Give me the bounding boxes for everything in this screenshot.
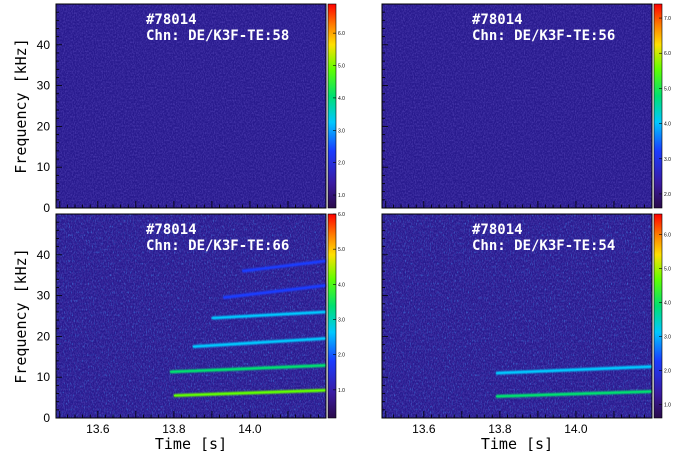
colorbar-tick-label: 6.0 [338, 212, 345, 218]
colorbar-tick-label: 3.0 [664, 334, 671, 340]
x-tick-label: 14.0 [238, 422, 262, 436]
y-axis-label: Frequency [kHz] [12, 248, 30, 383]
x-tick-label: 14.0 [564, 422, 588, 436]
colorbar-tick-label: 5.0 [338, 64, 345, 70]
colorbar-tick-label: 6.0 [664, 51, 671, 57]
y-tick-label: 30 [37, 289, 51, 303]
y-tick-label: 40 [37, 38, 51, 52]
x-axis-label: Time [s] [481, 435, 553, 453]
colorbar-tick-label: 6.0 [338, 31, 345, 37]
x-tick-label: 13.6 [86, 422, 110, 436]
y-tick-label: 0 [43, 201, 50, 215]
colorbar-tick-label: 1.0 [338, 193, 345, 199]
colorbar-tick-label: 3.0 [338, 128, 345, 134]
y-tick-label: 0 [43, 411, 50, 425]
colorbar-scale [654, 4, 662, 208]
x-tick-label: 13.8 [162, 422, 186, 436]
colorbar-tick-label: 4.0 [338, 96, 345, 102]
y-tick-label: 10 [37, 370, 51, 384]
colorbar-scale [328, 4, 336, 208]
y-tick-label: 20 [37, 119, 51, 133]
colorbar-tick-label: 1.0 [664, 402, 671, 408]
colorbar-tick-label: 2.0 [664, 368, 671, 374]
channel-label: Chn: DE/K3F-TE:58 [146, 28, 289, 44]
channel-label: Chn: DE/K3F-TE:54 [472, 238, 615, 254]
x-tick-label: 13.8 [488, 422, 512, 436]
colorbar-tick-label: 4.0 [338, 282, 345, 288]
colorbar: 1.0 2.0 3.0 4.0 5.0 6.0 [654, 214, 671, 418]
colorbar-tick-label: 6.0 [664, 232, 671, 238]
colorbar: 1.0 2.0 3.0 4.0 5.0 6.0 [328, 212, 345, 418]
colorbar-tick-label: 2.0 [338, 353, 345, 359]
shot-label: #78014 [146, 222, 197, 238]
y-tick-label: 30 [37, 79, 51, 93]
y-tick-label: 40 [37, 248, 51, 262]
channel-label: Chn: DE/K3F-TE:56 [472, 28, 615, 44]
x-tick-label: 13.6 [412, 422, 436, 436]
colorbar-tick-label: 7.0 [664, 16, 671, 22]
shot-label: #78014 [472, 12, 523, 28]
y-axis-label: Frequency [kHz] [12, 38, 30, 173]
colorbar-tick-label: 2.0 [338, 161, 345, 167]
colorbar-tick-label: 1.0 [338, 388, 345, 394]
y-tick-label: 20 [37, 329, 51, 343]
shot-label: #78014 [472, 222, 523, 238]
x-axis-label: Time [s] [155, 435, 227, 453]
colorbar-tick-label: 5.0 [664, 266, 671, 272]
colorbar-tick-label: 5.0 [664, 86, 671, 92]
colorbar-tick-label: 4.0 [664, 300, 671, 306]
colorbar-tick-label: 3.0 [338, 318, 345, 324]
colorbar-tick-label: 4.0 [664, 122, 671, 128]
shot-label: #78014 [146, 12, 197, 28]
channel-label: Chn: DE/K3F-TE:66 [146, 238, 289, 254]
colorbar-tick-label: 2.0 [664, 192, 671, 198]
colorbar-scale [654, 214, 662, 418]
colorbar-scale [328, 214, 336, 418]
colorbar: 2.0 3.0 4.0 5.0 6.0 7.0 [654, 4, 671, 208]
colorbar-tick-label: 3.0 [664, 157, 671, 163]
colorbar-tick-label: 5.0 [338, 247, 345, 253]
colorbar: 1.0 2.0 3.0 4.0 5.0 6.0 [328, 4, 345, 208]
y-tick-label: 10 [37, 160, 51, 174]
